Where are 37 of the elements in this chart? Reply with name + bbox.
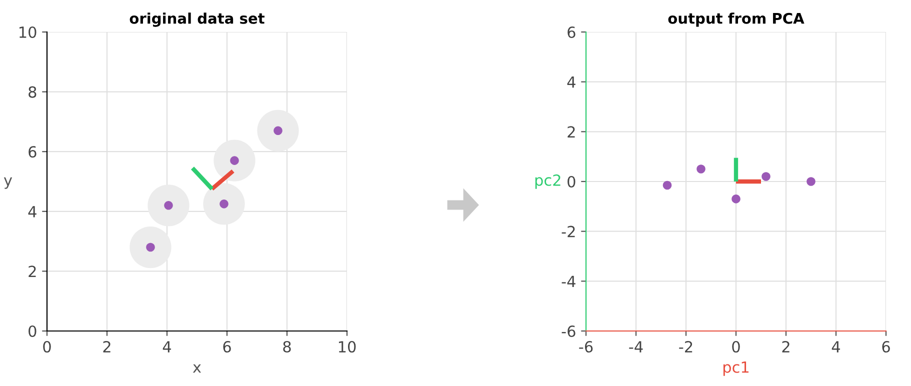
y-tick-label: 10 bbox=[20, 26, 36, 38]
x-tick-label: 6 bbox=[882, 340, 890, 353]
y-axis-title: y bbox=[4, 177, 12, 189]
x-tick-label: 2 bbox=[103, 340, 110, 352]
y-tick-label: -6 bbox=[562, 325, 576, 338]
x-tick-label: 8 bbox=[283, 340, 291, 353]
y-tick-label: 0 bbox=[28, 325, 36, 338]
y-tick-label: 4 bbox=[567, 76, 576, 88]
x-tick-label: -6 bbox=[579, 340, 593, 353]
y-tick-label: 2 bbox=[28, 266, 36, 278]
y-axis-title: pc2 bbox=[535, 174, 560, 189]
x-tick-label: -4 bbox=[629, 341, 643, 352]
y-tick-label: -2 bbox=[562, 226, 575, 238]
y-tick-label: 6 bbox=[568, 26, 576, 38]
x-tick-label: 10 bbox=[338, 340, 356, 353]
y-tick-label: 4 bbox=[28, 206, 36, 218]
y-tick-label: 0 bbox=[568, 176, 576, 188]
x-tick-label: 6 bbox=[223, 340, 231, 353]
x-tick-label: 0 bbox=[43, 340, 51, 353]
point bbox=[806, 177, 816, 186]
x-tick-label: 4 bbox=[162, 341, 172, 352]
x-axis-title: pc1 bbox=[723, 362, 748, 376]
x-tick-label: 0 bbox=[732, 340, 740, 353]
x-tick-label: 4 bbox=[832, 341, 840, 352]
y-tick-label: -4 bbox=[562, 276, 576, 287]
point bbox=[696, 164, 706, 174]
x-axis-title: x bbox=[192, 364, 202, 373]
point bbox=[732, 194, 740, 204]
x-tick-label: -2 bbox=[679, 340, 692, 352]
chart-title: output from PCA bbox=[668, 12, 804, 27]
x-tick-label: 2 bbox=[782, 340, 790, 352]
point bbox=[662, 180, 672, 190]
y-tick-label: 2 bbox=[568, 126, 575, 138]
chart-title: original data set bbox=[130, 12, 264, 27]
y-tick-label: 6 bbox=[28, 146, 36, 158]
y-tick-label: 8 bbox=[28, 86, 36, 98]
point bbox=[762, 172, 770, 181]
